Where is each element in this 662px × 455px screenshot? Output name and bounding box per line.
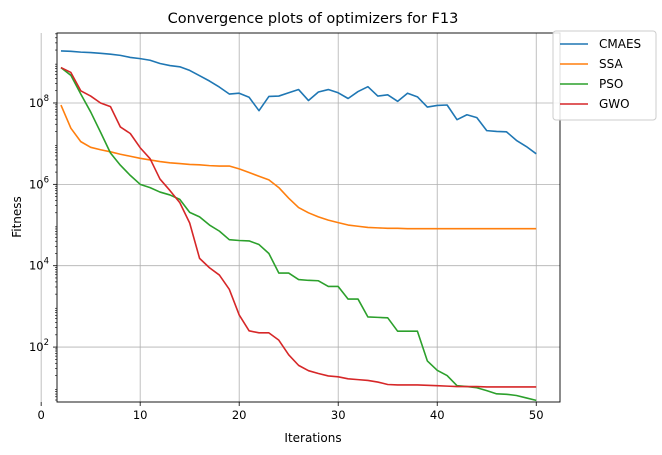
- x-tick-label: 0: [37, 408, 44, 422]
- cmaes-series-line: [60, 50, 537, 155]
- y-axis-label: Fitness: [10, 196, 24, 238]
- x-tick-label: 10: [133, 408, 148, 422]
- legend-label-gwo: GWO: [599, 97, 630, 111]
- pso-series-line: [60, 66, 537, 402]
- x-tick-label: 20: [232, 408, 247, 422]
- legend-label-cmaes: CMAES: [599, 37, 641, 51]
- x-tick-label: 40: [430, 408, 445, 422]
- y-tick-label: 104: [29, 257, 49, 273]
- plot-lines: [60, 50, 537, 402]
- y-tick-label: 102: [29, 338, 49, 354]
- x-tick-label: 30: [331, 408, 346, 422]
- x-tick-label: 50: [529, 408, 544, 422]
- legend: CMAES SSA PSO GWO: [552, 30, 657, 121]
- chart-title: Convergence plots of optimizers for F13: [168, 11, 459, 27]
- y-tick-label: 106: [29, 175, 49, 191]
- plot-frame: [56, 32, 561, 403]
- y-tick-label: 108: [29, 94, 49, 110]
- axis-ticks: 0 10 20 30 40 50 102 104 106 108: [29, 33, 544, 422]
- ssa-series-line: [60, 104, 537, 230]
- x-axis-label: Iterations: [284, 431, 341, 445]
- legend-label-pso: PSO: [599, 77, 623, 91]
- gwo-series-line: [60, 66, 537, 388]
- legend-label-ssa: SSA: [599, 57, 623, 71]
- legend-box: [552, 30, 657, 121]
